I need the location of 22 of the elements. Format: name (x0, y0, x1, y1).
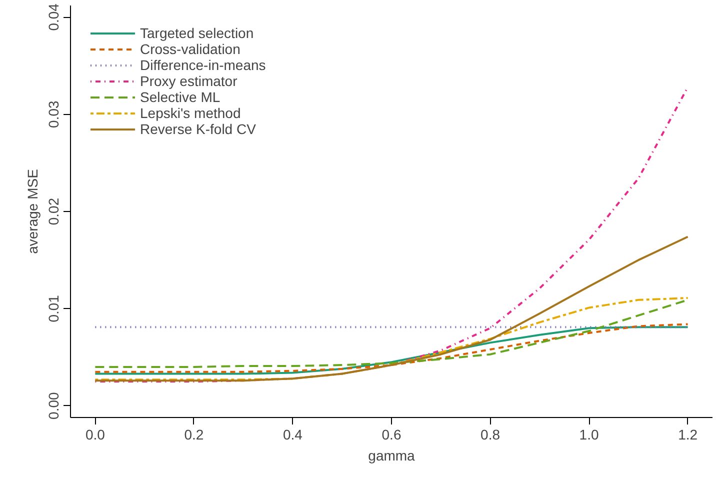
x-tick-label: 0.4 (283, 426, 303, 442)
legend-label: Difference-in-means (140, 57, 266, 73)
y-tick-label: 0.03 (46, 100, 62, 128)
y-tick-label: 0.04 (46, 3, 62, 31)
y-tick-label: 0.01 (46, 294, 62, 322)
x-tick-label: 0.8 (480, 426, 500, 442)
y-tick-label: 0.00 (46, 392, 62, 420)
y-axis-title: average MSE (24, 169, 40, 254)
line-series (94, 236, 689, 382)
legend-label: Lepski's method (140, 105, 241, 121)
x-tick-label: 0.0 (85, 426, 106, 442)
x-tick-label: 1.2 (678, 426, 698, 442)
x-tick-label: 1.0 (579, 426, 599, 442)
legend-label: Cross-validation (140, 41, 240, 57)
legend-label: Targeted selection (140, 25, 254, 41)
x-axis-title: gamma (368, 448, 416, 464)
legend-label: Reverse K-fold CV (140, 121, 256, 137)
x-tick-label: 0.6 (382, 426, 402, 442)
y-tick-label: 0.02 (46, 198, 62, 226)
legend-label: Selective ML (140, 89, 220, 105)
x-tick-label: 0.2 (184, 426, 204, 442)
legend-label: Proxy estimator (140, 73, 238, 89)
